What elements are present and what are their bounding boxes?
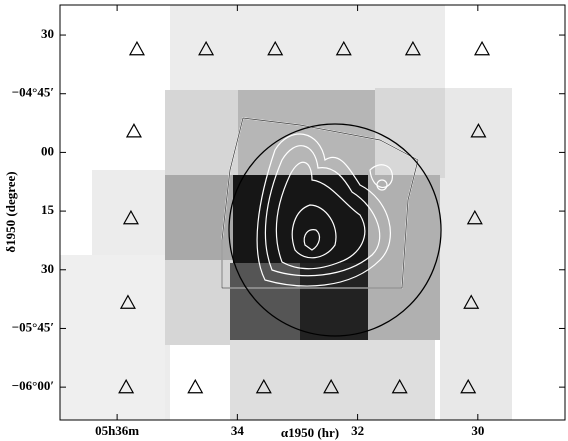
triangle-marker [255, 378, 272, 394]
y-tick-label: −05°45′ [12, 319, 54, 334]
x-tick-label: 32 [351, 423, 364, 438]
triangle-marker [460, 378, 477, 394]
beam-circle [228, 123, 442, 337]
triangle-marker [125, 123, 142, 138]
y-tick-label: 15 [41, 202, 55, 217]
triangle-marker [335, 40, 352, 56]
triangle-marker [474, 40, 491, 56]
triangle-marker [323, 378, 340, 394]
survey-tiles [60, 5, 512, 420]
triangle-marker [463, 294, 480, 309]
triangle-marker [118, 378, 135, 394]
contours [221, 117, 419, 289]
triangle-marker [128, 40, 145, 56]
x-tick-label: 34 [231, 423, 245, 438]
triangle-marker [267, 40, 284, 56]
triangle-marker [122, 209, 139, 225]
y-tick-label: −06°00′ [12, 378, 54, 393]
y-tick-label: 30 [41, 261, 54, 276]
y-tick-label: 00 [41, 143, 54, 158]
x-axis-label: α1950 (hr) [281, 425, 339, 440]
triangle-marker [187, 378, 204, 394]
x-tick-label: 30 [471, 423, 484, 438]
triangle-marker [391, 378, 408, 394]
y-tick-label: 30 [41, 26, 54, 41]
y-tick-label: −04°45′ [12, 85, 54, 100]
y-axis-label: δ1950 (degree) [3, 171, 18, 252]
triangle-marker [404, 40, 421, 56]
triangle-marker [466, 209, 483, 225]
triangle-marker [470, 123, 487, 138]
triangle-marker [119, 294, 136, 309]
plot-frame [59, 4, 566, 421]
triangle-marker [198, 40, 215, 56]
x-tick-label: 05h36m [95, 423, 139, 438]
